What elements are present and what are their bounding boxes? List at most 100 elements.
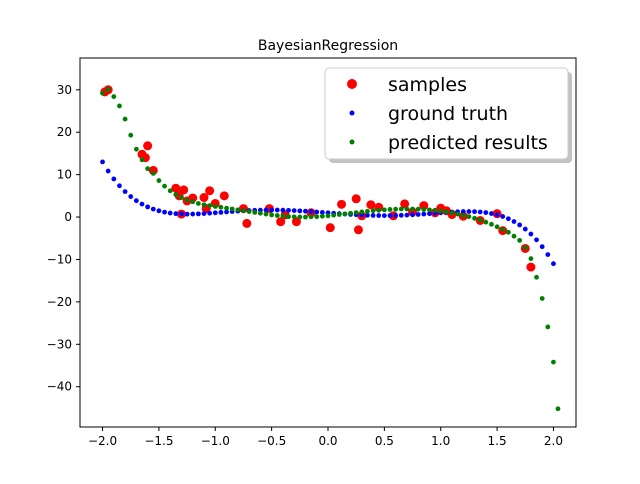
ground-truth-point — [551, 261, 556, 267]
ground-truth-point — [466, 209, 472, 214]
y-tick-label: 0 — [64, 210, 72, 224]
ground-truth-point — [517, 222, 523, 228]
predicted-point — [477, 217, 483, 223]
predicted-point — [303, 214, 308, 220]
predicted-point — [432, 207, 438, 213]
predicted-point — [472, 215, 477, 221]
sample-point — [526, 262, 536, 272]
x-tick-label: −1.0 — [201, 434, 230, 448]
predicted-point — [545, 324, 551, 330]
predicted-point — [286, 214, 291, 220]
predicted-point — [241, 208, 246, 214]
legend-label-samples: samples — [388, 74, 467, 96]
legend-marker-predicted-results — [349, 139, 355, 145]
predicted-point — [398, 206, 404, 212]
x-tick-label: 1.0 — [431, 434, 450, 448]
ground-truth-point — [387, 213, 393, 218]
predicted-point — [128, 132, 134, 138]
predicted-point — [314, 214, 320, 220]
ground-truth-point — [139, 201, 145, 207]
predicted-point — [539, 296, 545, 301]
sample-point — [400, 199, 410, 209]
ground-truth-point — [376, 213, 382, 218]
predicted-point — [500, 226, 506, 232]
predicted-point — [308, 214, 314, 220]
data-marks — [100, 85, 561, 412]
plot-area — [79, 57, 577, 428]
sample-point — [366, 200, 376, 210]
ground-truth-point — [212, 210, 218, 216]
predicted-point — [252, 209, 258, 215]
ground-truth-point — [545, 252, 551, 257]
ground-truth-point — [303, 208, 308, 214]
x-tick-label: −2.0 — [88, 434, 117, 448]
legend-label-predicted-results: predicted results — [388, 132, 548, 154]
ground-truth-point — [207, 210, 213, 216]
ground-truth-point — [494, 212, 500, 218]
sample-point — [419, 201, 429, 211]
ground-truth-point — [381, 213, 387, 218]
ground-truth-point — [111, 176, 117, 182]
ground-truth-point — [122, 189, 128, 195]
sample-point — [276, 217, 286, 227]
ground-truth-point — [308, 209, 314, 214]
x-tick-label: 2.0 — [544, 434, 563, 448]
predicted-point — [336, 212, 342, 217]
predicted-point — [235, 207, 241, 213]
sample-point — [351, 194, 361, 204]
predicted-point — [460, 212, 466, 218]
ground-truth-point — [133, 198, 139, 204]
predicted-point — [415, 206, 421, 212]
ground-truth-point — [421, 211, 427, 217]
ground-truth-point — [365, 212, 370, 218]
sample-point — [171, 183, 181, 193]
ground-truth-point — [370, 213, 376, 218]
ground-truth-point — [291, 208, 297, 214]
sample-point — [242, 218, 252, 228]
predicted-point — [359, 209, 365, 215]
predicted-point — [139, 157, 145, 163]
ground-truth-point — [117, 183, 122, 189]
legend-box — [324, 67, 569, 160]
x-tick-label: 0.0 — [318, 434, 337, 448]
ground-truth-point — [179, 211, 184, 217]
ground-truth-point — [393, 213, 399, 218]
y-tick-label: −30 — [47, 337, 72, 351]
predicted-point — [410, 206, 415, 212]
ground-truth-point — [319, 209, 325, 215]
predicted-point — [455, 211, 461, 217]
predicted-point — [381, 207, 387, 213]
ground-truth-point — [263, 207, 269, 213]
predicted-point — [376, 207, 382, 213]
predicted-point — [291, 214, 297, 220]
predicted-point — [348, 210, 353, 216]
predicted-point — [195, 201, 201, 206]
ground-truth-point — [534, 237, 539, 243]
ground-truth-point — [173, 211, 179, 217]
sample-point — [199, 193, 209, 203]
predicted-point — [212, 204, 218, 209]
predicted-point — [257, 210, 263, 216]
predicted-point — [156, 178, 162, 183]
predicted-point — [246, 209, 252, 214]
ground-truth-point — [483, 210, 489, 215]
predicted-point — [218, 204, 224, 210]
predicted-point — [505, 229, 511, 235]
predicted-point — [511, 233, 517, 239]
x-axis: −2.0 −1.5 −1.0 −0.5 0.0 0.5 1.0 1.5 2.0 — [88, 427, 563, 448]
ground-truth-point — [314, 209, 320, 215]
predicted-point — [427, 207, 432, 213]
predicted-point — [387, 207, 393, 212]
legend-marker-ground-truth — [349, 110, 355, 116]
ground-truth-point — [269, 207, 275, 213]
sample-point — [291, 217, 301, 227]
predicted-point — [365, 208, 370, 214]
ground-truth-point — [505, 216, 511, 222]
sample-point — [143, 141, 153, 151]
ground-truth-point — [528, 231, 534, 237]
predicted-point — [111, 94, 117, 99]
ground-truth-point — [410, 212, 415, 218]
x-tick-label: 0.5 — [375, 434, 394, 448]
